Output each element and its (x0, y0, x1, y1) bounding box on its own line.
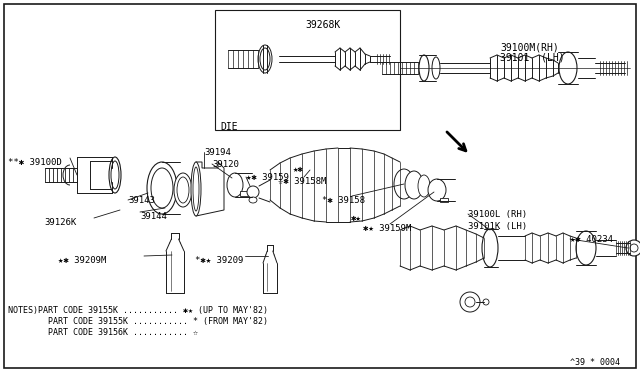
Text: **✱ 39100D: **✱ 39100D (8, 158, 61, 167)
Ellipse shape (109, 157, 121, 193)
Bar (215, 10, 400, 130)
Circle shape (460, 292, 480, 312)
Text: 39101  (LH): 39101 (LH) (500, 53, 564, 63)
Ellipse shape (191, 162, 201, 216)
Text: ✱★: ✱★ (351, 214, 362, 223)
Circle shape (465, 297, 475, 307)
Ellipse shape (177, 177, 189, 203)
Circle shape (483, 299, 489, 305)
Ellipse shape (174, 173, 192, 207)
Text: ☆✱ 39158M: ☆✱ 39158M (278, 177, 326, 186)
Circle shape (630, 244, 638, 252)
Text: 39268K: 39268K (305, 20, 340, 30)
Ellipse shape (394, 169, 414, 199)
Text: 39144: 39144 (140, 212, 167, 221)
Text: ★✱ 39209M: ★✱ 39209M (58, 256, 106, 265)
Ellipse shape (428, 179, 446, 201)
Circle shape (247, 186, 259, 198)
Ellipse shape (260, 48, 270, 70)
Text: PART CODE 39155K ........... * (FROM MAY'82): PART CODE 39155K ........... * (FROM MAY… (8, 317, 268, 326)
Text: DIE: DIE (220, 122, 237, 132)
Text: ★✱ 40234: ★✱ 40234 (570, 235, 613, 244)
Ellipse shape (147, 162, 177, 214)
Ellipse shape (432, 57, 440, 79)
Ellipse shape (258, 45, 272, 73)
Ellipse shape (151, 168, 173, 208)
Text: 39100M(RH): 39100M(RH) (500, 42, 559, 52)
Ellipse shape (193, 167, 199, 211)
Text: ★✱ 39159: ★✱ 39159 (246, 173, 289, 182)
Text: ^39 * 0004: ^39 * 0004 (570, 358, 620, 367)
Text: PART CODE 39156K ........... ☆: PART CODE 39156K ........... ☆ (8, 328, 198, 337)
Text: ✱★ 39159M: ✱★ 39159M (363, 224, 412, 233)
Text: ★✱: ★✱ (293, 165, 304, 174)
Ellipse shape (482, 229, 498, 267)
Ellipse shape (227, 173, 243, 197)
Text: 39194: 39194 (204, 148, 231, 157)
Bar (240, 191, 248, 196)
Text: 39100L (RH): 39100L (RH) (468, 210, 527, 219)
Ellipse shape (419, 55, 429, 81)
Text: NOTES)PART CODE 39155K ........... ✱★ (UP TO MAY'82): NOTES)PART CODE 39155K ........... ✱★ (U… (8, 306, 268, 315)
Text: 39120: 39120 (212, 160, 239, 169)
Ellipse shape (418, 175, 430, 197)
Circle shape (626, 240, 640, 256)
Text: 39143: 39143 (128, 196, 155, 205)
Ellipse shape (249, 197, 257, 203)
Ellipse shape (559, 52, 577, 84)
Text: *✱★ 39209: *✱★ 39209 (195, 256, 243, 265)
Ellipse shape (111, 161, 119, 189)
Text: 39126K: 39126K (44, 218, 76, 227)
Text: 39101K (LH): 39101K (LH) (468, 222, 527, 231)
Ellipse shape (576, 231, 596, 265)
Polygon shape (196, 162, 224, 216)
Ellipse shape (405, 171, 423, 199)
Bar (440, 198, 448, 202)
Text: *✱ 39158: *✱ 39158 (322, 196, 365, 205)
